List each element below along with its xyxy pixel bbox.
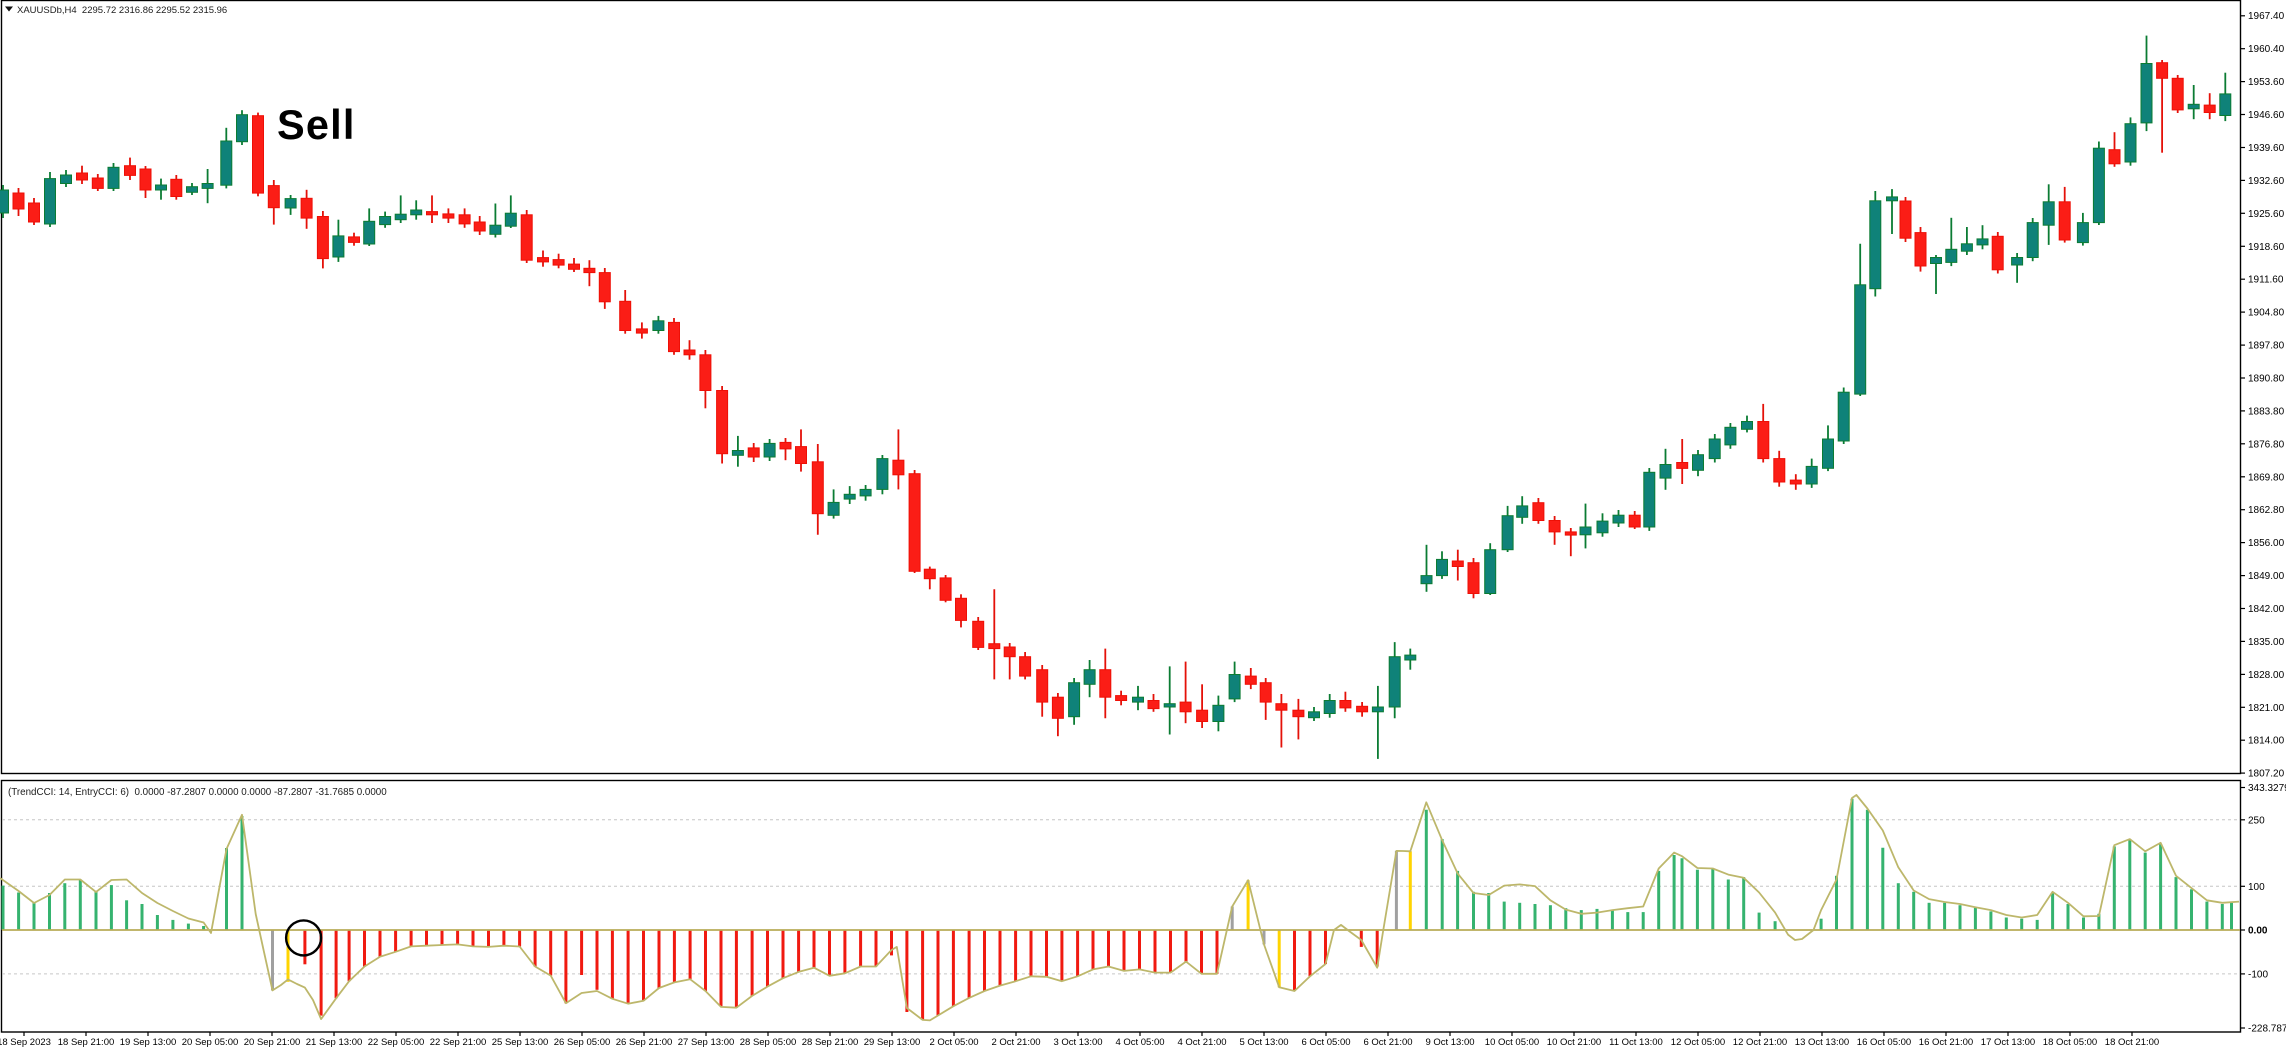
svg-text:1828.00: 1828.00 <box>2248 670 2285 681</box>
svg-text:10 Oct 21:00: 10 Oct 21:00 <box>1547 1037 1601 1048</box>
svg-text:1939.60: 1939.60 <box>2248 143 2285 154</box>
svg-text:1918.60: 1918.60 <box>2248 242 2285 253</box>
svg-text:18 Oct 21:00: 18 Oct 21:00 <box>2105 1037 2159 1048</box>
svg-text:2 Oct 21:00: 2 Oct 21:00 <box>991 1037 1040 1048</box>
svg-text:17 Oct 13:00: 17 Oct 13:00 <box>1981 1037 2035 1048</box>
svg-text:11 Oct 13:00: 11 Oct 13:00 <box>1609 1037 1663 1048</box>
svg-text:1835.00: 1835.00 <box>2248 637 2285 648</box>
svg-text:4 Oct 21:00: 4 Oct 21:00 <box>1177 1037 1226 1048</box>
svg-text:20 Sep 05:00: 20 Sep 05:00 <box>182 1037 239 1048</box>
svg-text:27 Sep 13:00: 27 Sep 13:00 <box>678 1037 735 1048</box>
svg-text:16 Oct 05:00: 16 Oct 05:00 <box>1857 1037 1911 1048</box>
svg-text:16 Oct 21:00: 16 Oct 21:00 <box>1919 1037 1973 1048</box>
svg-text:Sell: Sell <box>277 101 356 148</box>
svg-text:1862.80: 1862.80 <box>2248 505 2285 516</box>
svg-text:5 Oct 13:00: 5 Oct 13:00 <box>1239 1037 1288 1048</box>
svg-text:28 Sep 05:00: 28 Sep 05:00 <box>740 1037 797 1048</box>
svg-text:3 Oct 13:00: 3 Oct 13:00 <box>1053 1037 1102 1048</box>
svg-text:1849.00: 1849.00 <box>2248 571 2285 582</box>
svg-text:18 Sep 21:00: 18 Sep 21:00 <box>58 1037 115 1048</box>
svg-text:1883.80: 1883.80 <box>2248 406 2285 417</box>
svg-text:29 Sep 13:00: 29 Sep 13:00 <box>864 1037 921 1048</box>
svg-text:19 Sep 13:00: 19 Sep 13:00 <box>120 1037 177 1048</box>
svg-text:20 Sep 21:00: 20 Sep 21:00 <box>244 1037 301 1048</box>
svg-text:6 Oct 05:00: 6 Oct 05:00 <box>1301 1037 1350 1048</box>
svg-text:0.00: 0.00 <box>2248 926 2268 937</box>
svg-text:1904.80: 1904.80 <box>2248 308 2285 319</box>
svg-text:-228.7873: -228.7873 <box>2248 1024 2286 1035</box>
svg-text:12 Oct 21:00: 12 Oct 21:00 <box>1733 1037 1787 1048</box>
svg-text:1842.00: 1842.00 <box>2248 604 2285 615</box>
svg-text:1856.00: 1856.00 <box>2248 538 2285 549</box>
svg-text:1897.80: 1897.80 <box>2248 341 2285 352</box>
svg-text:1821.00: 1821.00 <box>2248 703 2285 714</box>
svg-text:1814.00: 1814.00 <box>2248 736 2285 747</box>
svg-text:10 Oct 05:00: 10 Oct 05:00 <box>1485 1037 1539 1048</box>
svg-text:26 Sep 21:00: 26 Sep 21:00 <box>616 1037 673 1048</box>
svg-text:22 Sep 21:00: 22 Sep 21:00 <box>430 1037 487 1048</box>
svg-text:1932.60: 1932.60 <box>2248 176 2285 187</box>
svg-text:26 Sep 05:00: 26 Sep 05:00 <box>554 1037 611 1048</box>
svg-text:1807.20: 1807.20 <box>2248 769 2285 780</box>
svg-text:6 Oct 21:00: 6 Oct 21:00 <box>1363 1037 1412 1048</box>
svg-text:343.3279: 343.3279 <box>2248 783 2286 794</box>
svg-text:12 Oct 05:00: 12 Oct 05:00 <box>1671 1037 1725 1048</box>
svg-text:18 Sep 2023: 18 Sep 2023 <box>0 1037 51 1048</box>
svg-text:250: 250 <box>2248 815 2265 826</box>
svg-text:22 Sep 05:00: 22 Sep 05:00 <box>368 1037 425 1048</box>
svg-text:1869.80: 1869.80 <box>2248 472 2285 483</box>
svg-text:4 Oct 05:00: 4 Oct 05:00 <box>1115 1037 1164 1048</box>
svg-text:1925.60: 1925.60 <box>2248 209 2285 220</box>
svg-text:(TrendCCI: 14, EntryCCI: 6) 0: (TrendCCI: 14, EntryCCI: 6) 0.0000 -87.2… <box>8 787 387 798</box>
svg-text:1911.60: 1911.60 <box>2248 275 2284 286</box>
svg-text:2 Oct 05:00: 2 Oct 05:00 <box>929 1037 978 1048</box>
svg-text:13 Oct 13:00: 13 Oct 13:00 <box>1795 1037 1849 1048</box>
svg-text:100: 100 <box>2248 882 2265 893</box>
svg-text:1967.40: 1967.40 <box>2248 11 2285 22</box>
svg-text:1890.80: 1890.80 <box>2248 374 2285 385</box>
svg-text:9 Oct 13:00: 9 Oct 13:00 <box>1425 1037 1474 1048</box>
svg-text:25 Sep 13:00: 25 Sep 13:00 <box>492 1037 549 1048</box>
svg-text:21 Sep 13:00: 21 Sep 13:00 <box>306 1037 363 1048</box>
svg-text:28 Sep 21:00: 28 Sep 21:00 <box>802 1037 859 1048</box>
svg-text:1953.60: 1953.60 <box>2248 77 2285 88</box>
svg-text:XAUUSDb,H4 2295.72 2316.86 22: XAUUSDb,H4 2295.72 2316.86 2295.52 2315.… <box>17 5 227 16</box>
svg-text:1960.40: 1960.40 <box>2248 44 2285 55</box>
svg-text:1946.60: 1946.60 <box>2248 110 2285 121</box>
svg-text:1876.80: 1876.80 <box>2248 439 2285 450</box>
svg-text:18 Oct 05:00: 18 Oct 05:00 <box>2043 1037 2097 1048</box>
svg-text:-100: -100 <box>2248 969 2268 980</box>
